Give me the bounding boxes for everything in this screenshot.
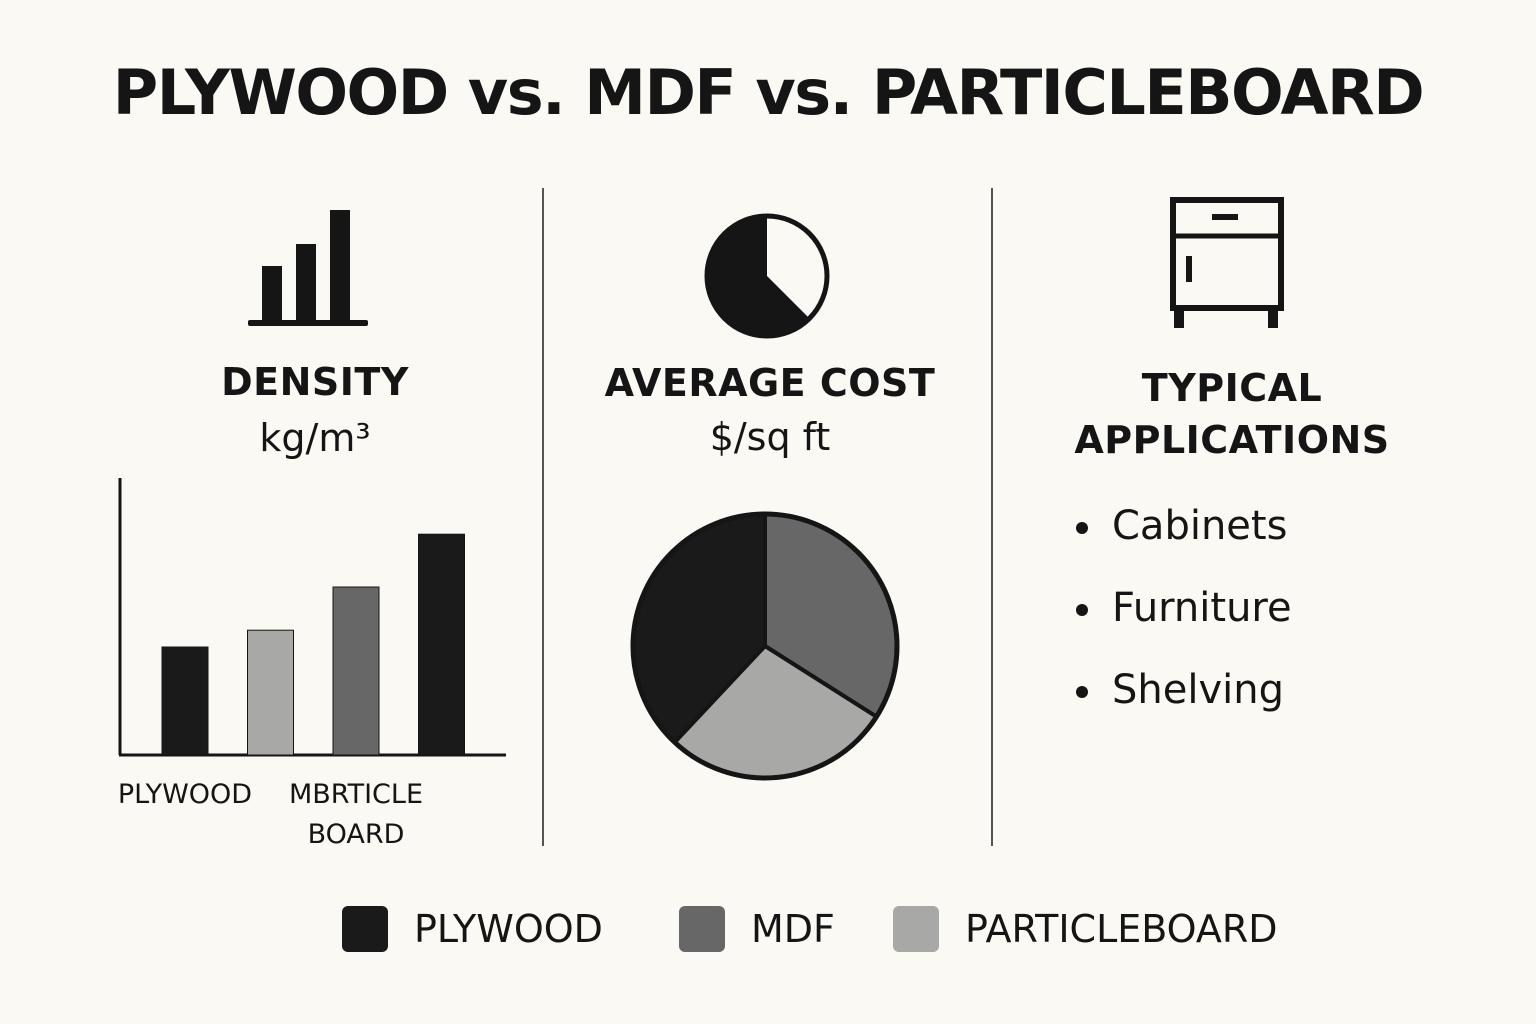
legend-item-plywood: PLYWOOD	[342, 906, 603, 952]
cost-unit: $/sq ft	[709, 415, 831, 459]
density-heading: DENSITY	[221, 360, 409, 404]
bullet-icon	[1076, 522, 1088, 534]
density-bar	[418, 533, 465, 756]
applications-heading-line2: APPLICATIONS	[1074, 417, 1390, 462]
legend-item-mdf: MDF	[679, 906, 835, 952]
x-tick-label-line: BOARD	[308, 819, 405, 850]
cabinet-icon	[1170, 197, 1284, 328]
list-item: Shelving	[1076, 670, 1292, 752]
density-unit: kg/m³	[259, 416, 371, 460]
column-divider	[991, 188, 993, 846]
bar-chart-icon	[248, 210, 368, 326]
applications-list: Cabinets Furniture Shelving	[1076, 506, 1292, 752]
density-bar	[247, 629, 294, 756]
legend-item-particleboard: PARTICLEBOARD	[893, 906, 1278, 952]
legend-swatch	[342, 906, 388, 952]
x-tick-label: MBRTICLE BOARD	[289, 779, 423, 850]
density-bar	[332, 586, 380, 756]
applications-heading: TYPICAL APPLICATIONS	[1040, 363, 1424, 466]
application-label: Shelving	[1112, 667, 1284, 713]
x-tick-label-line: PLYWOOD	[118, 779, 252, 810]
column-divider	[542, 188, 544, 846]
cost-heading: AVERAGE COST	[604, 361, 936, 405]
cost-pie-chart	[630, 511, 900, 781]
pie-outline	[630, 511, 900, 781]
page-title: PLYWOOD vs. MDF vs. PARTICLEBOARD	[112, 56, 1425, 129]
legend-swatch	[893, 906, 939, 952]
list-item: Cabinets	[1076, 506, 1292, 588]
application-label: Furniture	[1112, 585, 1292, 631]
density-bar	[161, 646, 209, 756]
x-tick-label: PLYWOOD	[118, 779, 252, 810]
pie-chart-icon	[704, 213, 830, 339]
applications-heading-line1: TYPICAL	[1141, 366, 1323, 410]
list-item: Furniture	[1076, 588, 1292, 670]
density-bar-chart: PLYWOOD MBRTICLE BOARD	[118, 478, 506, 850]
legend-label: MDF	[751, 907, 835, 951]
legend-label: PARTICLEBOARD	[965, 907, 1278, 951]
legend-label: PLYWOOD	[414, 907, 603, 951]
bullet-icon	[1076, 686, 1088, 698]
application-label: Cabinets	[1112, 503, 1288, 549]
bullet-icon	[1076, 604, 1088, 616]
legend-swatch	[679, 906, 725, 952]
x-tick-label-line: MBRTICLE	[289, 779, 423, 810]
